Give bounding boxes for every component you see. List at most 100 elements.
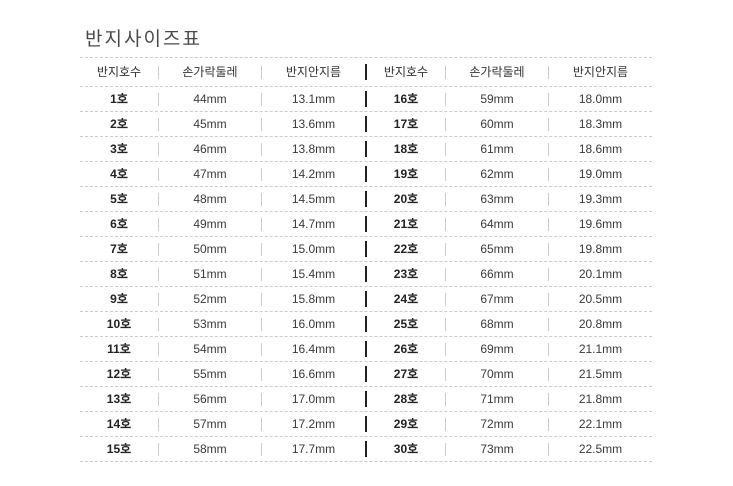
- column-separator: [261, 92, 262, 106]
- column-separator: [445, 317, 446, 331]
- table-row: 9호 52mm 15.8mm 24호 67mm 20.5mm: [80, 287, 652, 312]
- circumference-cell: 49mm: [193, 217, 227, 231]
- column-separator: [261, 167, 262, 181]
- diameter-cell: 20.5mm: [578, 292, 623, 306]
- column-separator: [445, 392, 446, 406]
- header-right-half: 반지호수 손가락둘레 반지안지름: [367, 58, 652, 86]
- column-separator: [548, 417, 549, 431]
- circumference-cell: 68mm: [480, 317, 514, 331]
- column-separator: [261, 417, 262, 431]
- column-separator: [445, 117, 446, 131]
- ring-size-cell: 8호: [110, 267, 128, 281]
- table-half-divider: [365, 416, 367, 432]
- ring-size-table: 반지호수 손가락둘레 반지안지름 반지호수 손가락둘레 반지안지름 1호 44m…: [80, 57, 652, 462]
- circumference-cell: 55mm: [193, 367, 227, 381]
- row-right-half: 22호 65mm 19.8mm: [367, 237, 652, 261]
- table-row: 10호 53mm 16.0mm 25호 68mm 20.8mm: [80, 312, 652, 337]
- diameter-cell: 17.0mm: [291, 392, 336, 406]
- row-right-half: 25호 68mm 20.8mm: [367, 312, 652, 336]
- column-separator: [548, 267, 549, 281]
- header-ring-size: 반지호수: [96, 65, 142, 79]
- column-separator: [548, 192, 549, 206]
- column-separator: [548, 242, 549, 256]
- circumference-cell: 65mm: [480, 242, 514, 256]
- circumference-cell: 64mm: [480, 217, 514, 231]
- circumference-cell: 70mm: [480, 367, 514, 381]
- row-right-half: 17호 60mm 18.3mm: [367, 112, 652, 136]
- diameter-cell: 16.0mm: [291, 317, 336, 331]
- ring-size-cell: 30호: [393, 442, 419, 456]
- ring-size-cell: 22호: [393, 242, 419, 256]
- column-separator: [158, 142, 159, 156]
- table-half-divider: [365, 116, 367, 132]
- ring-size-cell: 17호: [393, 117, 419, 131]
- ring-size-cell: 5호: [110, 192, 128, 206]
- column-separator: [445, 367, 446, 381]
- diameter-cell: 15.4mm: [291, 267, 336, 281]
- circumference-cell: 48mm: [193, 192, 227, 206]
- ring-size-cell: 20호: [393, 192, 419, 206]
- column-separator: [158, 367, 159, 381]
- row-right-half: 23호 66mm 20.1mm: [367, 262, 652, 286]
- column-separator: [158, 92, 159, 106]
- circumference-cell: 69mm: [480, 342, 514, 356]
- table-row: 6호 49mm 14.7mm 21호 64mm 19.6mm: [80, 212, 652, 237]
- page-title: 반지사이즈표: [85, 29, 202, 50]
- ring-size-cell: 3호: [110, 142, 128, 156]
- table-half-divider: [365, 141, 367, 157]
- column-separator: [261, 217, 262, 231]
- ring-size-cell: 19호: [393, 167, 419, 181]
- table-half-divider: [365, 91, 367, 107]
- table-row: 15호 58mm 17.7mm 30호 73mm 22.5mm: [80, 437, 652, 462]
- circumference-cell: 58mm: [193, 442, 227, 456]
- ring-size-cell: 18호: [393, 142, 419, 156]
- table-row: 8호 51mm 15.4mm 23호 66mm 20.1mm: [80, 262, 652, 287]
- circumference-cell: 71mm: [480, 392, 514, 406]
- circumference-cell: 63mm: [480, 192, 514, 206]
- row-right-half: 19호 62mm 19.0mm: [367, 162, 652, 186]
- column-separator: [158, 242, 159, 256]
- row-right-half: 30호 73mm 22.5mm: [367, 437, 652, 461]
- diameter-cell: 18.0mm: [578, 92, 623, 106]
- table-row: 11호 54mm 16.4mm 26호 69mm 21.1mm: [80, 337, 652, 362]
- circumference-cell: 73mm: [480, 442, 514, 456]
- ring-size-cell: 1호: [110, 92, 128, 106]
- circumference-cell: 62mm: [480, 167, 514, 181]
- column-separator: [548, 167, 549, 181]
- column-separator: [158, 317, 159, 331]
- table-half-divider: [365, 366, 367, 382]
- ring-size-cell: 27호: [393, 367, 419, 381]
- column-separator: [548, 142, 549, 156]
- ring-size-cell: 10호: [106, 317, 132, 331]
- row-left-half: 6호 49mm 14.7mm: [80, 212, 365, 236]
- ring-size-cell: 15호: [106, 442, 132, 456]
- row-left-half: 2호 45mm 13.6mm: [80, 112, 365, 136]
- header-circumference: 손가락둘레: [469, 65, 525, 79]
- circumference-cell: 60mm: [480, 117, 514, 131]
- row-right-half: 26호 69mm 21.1mm: [367, 337, 652, 361]
- diameter-cell: 21.5mm: [578, 367, 623, 381]
- circumference-cell: 46mm: [193, 142, 227, 156]
- diameter-cell: 20.8mm: [578, 317, 623, 331]
- column-separator: [158, 217, 159, 231]
- row-right-half: 16호 59mm 18.0mm: [367, 87, 652, 111]
- diameter-cell: 22.5mm: [578, 442, 623, 456]
- column-separator: [261, 192, 262, 206]
- circumference-cell: 57mm: [193, 417, 227, 431]
- column-separator: [445, 142, 446, 156]
- column-separator: [261, 142, 262, 156]
- ring-size-cell: 25호: [393, 317, 419, 331]
- ring-size-cell: 24호: [393, 292, 419, 306]
- row-left-half: 14호 57mm 17.2mm: [80, 412, 365, 436]
- column-separator: [445, 442, 446, 456]
- row-right-half: 21호 64mm 19.6mm: [367, 212, 652, 236]
- column-separator: [548, 317, 549, 331]
- diameter-cell: 15.0mm: [291, 242, 336, 256]
- header-left-half: 반지호수 손가락둘레 반지안지름: [80, 58, 365, 86]
- table-row: 12호 55mm 16.6mm 27호 70mm 21.5mm: [80, 362, 652, 387]
- row-right-half: 24호 67mm 20.5mm: [367, 287, 652, 311]
- table-row: 1호 44mm 13.1mm 16호 59mm 18.0mm: [80, 87, 652, 112]
- circumference-cell: 56mm: [193, 392, 227, 406]
- column-separator: [158, 167, 159, 181]
- ring-size-cell: 23호: [393, 267, 419, 281]
